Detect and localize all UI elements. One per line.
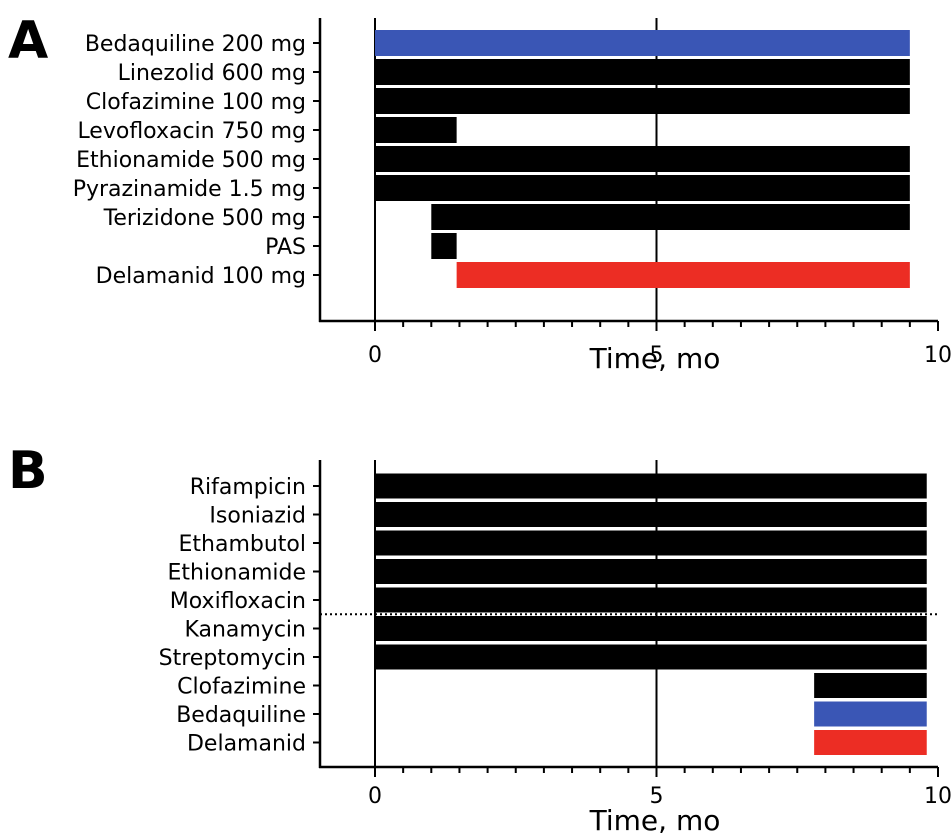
panel-b-category-label-ethionamide: Ethionamide (167, 561, 306, 586)
panel-a-x-axis-title: Time, mo (589, 342, 721, 375)
panel-b-letter: B (8, 441, 48, 501)
panel-b-category-label-streptomycin: Streptomycin (159, 646, 306, 671)
panel-b-category-label-kanamycin: Kanamycin (184, 618, 306, 643)
panel-a-bar-pas (431, 233, 457, 259)
panel-b-bar-streptomycin (375, 644, 927, 670)
panel-b-bar-moxifloxacin (375, 587, 927, 613)
panel-a-category-label-levofloxacin-750-mg: Levofloxacin 750 mg (77, 119, 306, 144)
panel-b-bar-bedaquiline (814, 701, 927, 727)
panel-a-bar-terizidone-500-mg (431, 204, 910, 230)
panel-a-bar-levofloxacin-750-mg (375, 117, 457, 143)
panel-b: B Time, mo Rifampicin Isoniazid Ethambutol… (8, 441, 952, 837)
panel-a-bar-pyrazinamide-1-5-mg (375, 175, 910, 201)
panel-a-bar-delamanid-100-mg (456, 262, 910, 288)
panel-b-category-label-bedaquiline: Bedaquiline (176, 703, 306, 728)
panel-b-category-label-moxifloxacin: Moxifloxacin (170, 589, 306, 614)
panel-b-x-tick-label: 10 (924, 784, 952, 809)
panel-b-category-label-ethambutol: Ethambutol (179, 532, 307, 557)
panel-a-category-label-clofazimine-100-mg: Clofazimine 100 mg (86, 90, 306, 115)
panel-a-category-label-delamanid-100-mg: Delamanid 100 mg (96, 264, 306, 289)
panel-a-letter: A (8, 11, 48, 71)
panel-b-bar-ethionamide (375, 559, 927, 584)
panel-b-bar-isoniazid (375, 502, 927, 527)
panel-a-category-label-bedaquiline-200-mg: Bedaquiline 200 mg (85, 32, 306, 57)
panel-b-category-label-isoniazid: Isoniazid (209, 504, 306, 529)
panel-b-bar-kanamycin (375, 616, 927, 641)
panel-b-bar-delamanid (814, 730, 927, 755)
panel-b-bar-clofazimine (814, 673, 927, 698)
panel-a-category-label-linezolid-600-mg: Linezolid 600 mg (118, 61, 306, 86)
panel-a-category-label-ethionamide-500-mg: Ethionamide 500 mg (76, 148, 306, 173)
panel-a-category-label-terizidone-500-mg: Terizidone 500 mg (103, 206, 306, 231)
panel-b-category-label-clofazimine: Clofazimine (177, 675, 306, 700)
panel-b-x-axis-title: Time, mo (589, 804, 721, 837)
panel-b-bar-rifampicin (375, 473, 927, 499)
panel-a: A Time, mo Bedaquiline 200 mg Linezolid 6… (8, 11, 952, 375)
panel-a-x-tick-label: 0 (368, 343, 382, 368)
panel-a-x-tick-label: 5 (650, 343, 664, 368)
panel-b-x-tick-label: 5 (650, 784, 664, 809)
panel-b-x-tick-label: 0 (368, 784, 382, 809)
panel-a-category-label-pyrazinamide-1-5-mg: Pyrazinamide 1.5 mg (73, 177, 306, 202)
panel-b-category-label-rifampicin: Rifampicin (190, 475, 306, 500)
panel-a-bar-linezolid-600-mg (375, 59, 910, 85)
panel-b-bar-ethambutol (375, 530, 927, 556)
panel-a-bar-bedaquiline-200-mg (375, 30, 910, 56)
panel-b-category-label-delamanid: Delamanid (187, 732, 306, 757)
panel-a-x-tick-label: 10 (924, 343, 952, 368)
panel-a-bar-ethionamide-500-mg (375, 146, 910, 172)
panel-a-category-label-pas: PAS (265, 235, 306, 260)
panel-a-bar-clofazimine-100-mg (375, 88, 910, 114)
